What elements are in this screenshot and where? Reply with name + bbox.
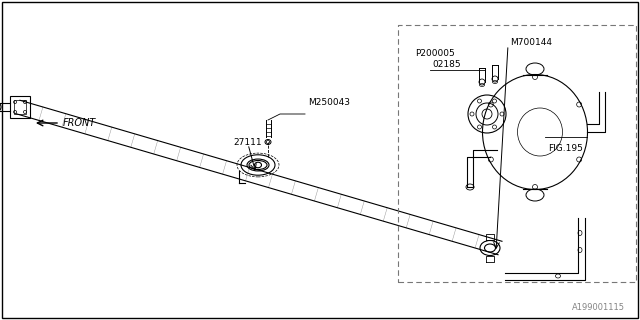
Bar — [10, 96, 30, 118]
Bar — [14, 100, 26, 114]
Text: M700144: M700144 — [510, 37, 552, 46]
Text: FRONT: FRONT — [63, 118, 96, 128]
Text: A199001115: A199001115 — [572, 303, 625, 312]
Text: M250043: M250043 — [308, 98, 350, 107]
Text: P200005: P200005 — [415, 49, 455, 58]
Text: 02185: 02185 — [432, 60, 461, 69]
Text: FIG.195: FIG.195 — [548, 143, 583, 153]
Text: 27111: 27111 — [234, 138, 262, 147]
